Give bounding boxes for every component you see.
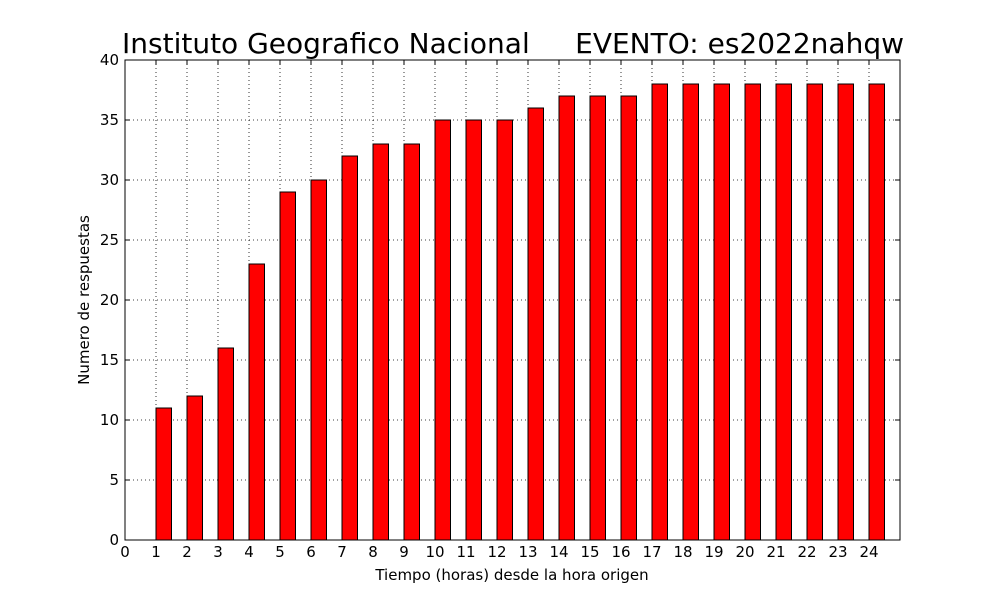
y-tick-label: 30 [100,171,119,189]
y-tick-label: 10 [100,411,119,429]
x-tick-label: 11 [456,543,475,561]
y-tick-label: 35 [100,111,119,129]
x-axis-label: Tiempo (horas) desde la hora origen [374,566,648,584]
bar-hour-3 [217,347,234,541]
x-tick-label: 8 [368,543,378,561]
bar-hour-2 [186,395,203,541]
x-tick-label: 10 [425,543,444,561]
bars [155,83,885,541]
bar-hour-16 [620,95,637,541]
bar-hour-23 [837,83,854,541]
x-tick-label: 2 [182,543,192,561]
x-tick-label: 3 [213,543,223,561]
chart-title-right: EVENTO: es2022nahqw [575,27,904,60]
x-tick-label: 21 [766,543,785,561]
y-tick-label: 0 [109,531,119,549]
bar-hour-19 [713,83,730,541]
bar-hour-6 [310,179,327,541]
x-tick-label: 12 [487,543,506,561]
x-tick-label: 5 [275,543,285,561]
x-tick-label: 23 [828,543,847,561]
x-tick-labels: 0 1 2 3 4 5 6 7 8 9 10 11 12 13 14 15 16 17 18 19 20 21 22 23 24 [120,543,878,561]
chart-title-left: Instituto Geografico Nacional [122,27,530,60]
x-tick-label: 18 [673,543,692,561]
y-tick-label: 20 [100,291,119,309]
x-tick-label: 1 [151,543,161,561]
y-tick-label: 25 [100,231,119,249]
x-tick-label: 17 [642,543,661,561]
y-tick-label: 5 [109,471,119,489]
x-tick-label: 6 [306,543,316,561]
bar-hour-18 [682,83,699,541]
x-tick-label: 4 [244,543,254,561]
bar-hour-8 [372,143,389,541]
bar-hour-1 [155,407,172,541]
y-tick-label: 40 [100,51,119,69]
bar-hour-11 [465,119,482,541]
bar-hour-7 [341,155,358,541]
x-tick-label: 9 [399,543,409,561]
x-tick-label: 13 [518,543,537,561]
bar-hour-10 [434,119,451,541]
bar-hour-5 [279,191,296,541]
y-axis-label: Numero de respuestas [75,215,93,385]
bar-hour-13 [527,107,544,541]
bar-hour-21 [775,83,792,541]
bar-hour-14 [558,95,575,541]
bar-hour-9 [403,143,420,541]
x-tick-label: 7 [337,543,347,561]
bar-hour-15 [589,95,606,541]
bar-hour-20 [744,83,761,541]
x-tick-label: 22 [797,543,816,561]
bar-hour-12 [496,119,513,541]
y-tick-label: 15 [100,351,119,369]
bar-hour-4 [248,263,265,541]
x-tick-label: 14 [549,543,568,561]
x-tick-label: 20 [735,543,754,561]
bar-hour-22 [806,83,823,541]
x-tick-label: 19 [704,543,723,561]
x-tick-label: 16 [611,543,630,561]
y-tick-labels: 0 5 10 15 20 25 30 35 40 [100,51,119,549]
x-tick-label: 15 [580,543,599,561]
x-tick-label: 0 [120,543,130,561]
x-tick-label: 24 [859,543,878,561]
bar-hour-24 [868,83,885,541]
bar-hour-17 [651,83,668,541]
plot-frame [124,59,901,541]
